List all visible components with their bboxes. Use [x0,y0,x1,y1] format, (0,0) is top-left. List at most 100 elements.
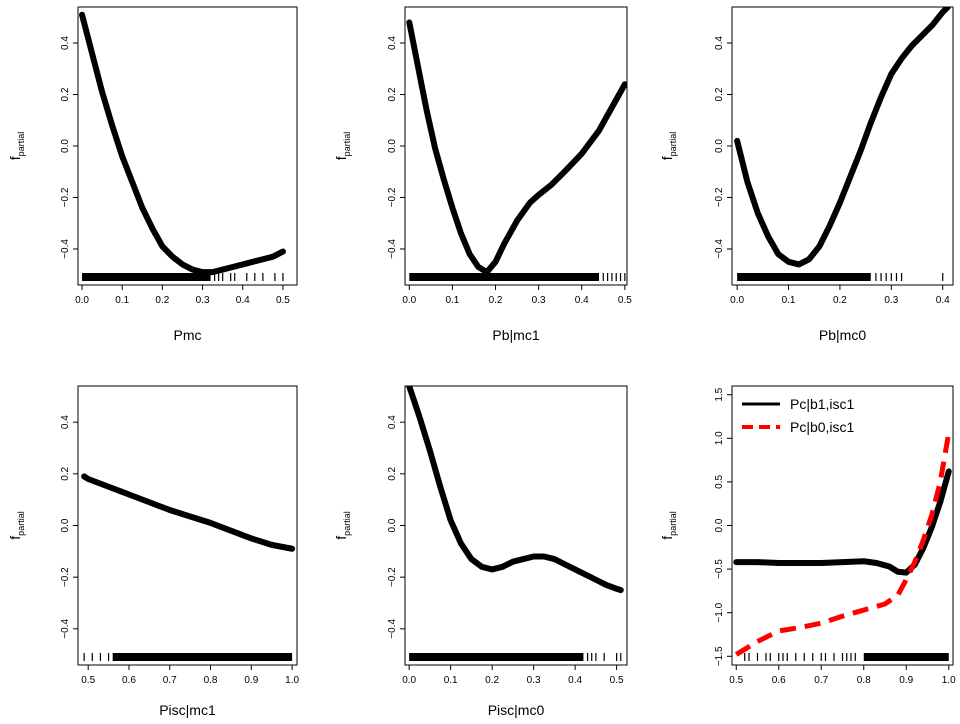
x-tick-label: 0.5 [729,675,743,686]
x-tick-label: 0.6 [772,675,786,686]
x-tick-label: 1.0 [285,675,299,686]
y-axis-label-main: f [7,156,23,160]
y-axis-label-main: f [659,156,675,160]
x-tick-label: 0.7 [814,675,828,686]
y-axis-label-sub: partial [668,511,678,536]
x-tick-label: 0.2 [155,295,169,306]
y-tick-label: −1.5 [714,646,725,666]
y-tick-label: −0.2 [387,567,398,587]
plot-frame [404,385,628,666]
x-tick-label: 0.5 [81,675,95,686]
y-axis-label-main: f [7,536,23,540]
y-axis-label-sub: partial [16,511,26,536]
y-tick-label: 0.0 [387,518,398,532]
y-axis-label-main: f [659,536,675,540]
x-tick-label: 0.5 [610,675,624,686]
y-tick-label: −0.4 [714,239,725,259]
y-tick-label: 0.0 [60,139,71,153]
y-axis-label: fpartial [333,511,352,539]
rug-band [409,273,599,281]
y-axis-label-sub: partial [342,511,352,536]
y-axis-label-main: f [333,536,349,540]
x-tick-label: 0.6 [122,675,136,686]
series-line-1 [406,386,624,594]
x-axis-label: Pb|mc0 [819,327,866,343]
legend-label-1: Pc|b1,isc1 [790,396,855,412]
x-tick-label: 0.1 [782,295,796,306]
x-tick-label: 0.8 [204,675,218,686]
x-tick-label: 0.1 [445,295,459,306]
x-tick-label: 0.7 [163,675,177,686]
y-tick-label: −0.2 [60,187,71,207]
x-axis-label: Pmc [174,327,202,343]
y-tick-label: −0.4 [60,239,71,259]
y-axis-label-main: f [333,156,349,160]
rug-band [112,653,293,661]
y-axis-label: fpartial [659,511,678,539]
x-tick-label: 1.0 [942,675,956,686]
rug-band [737,273,871,281]
y-tick-label: 0.4 [60,36,71,50]
y-tick-label: −0.2 [387,187,398,207]
x-axis-label: Pisc|mc1 [159,702,216,718]
y-tick-label: 0.4 [387,415,398,429]
panel-2: 0.0 0.1 0.2 0.3 0.4 0.5 −0.4 −0.2 0.0 0.2 0.4 Pb|mc… [333,6,632,343]
y-axis-label: fpartial [7,511,26,539]
x-tick-label: 0.4 [575,295,589,306]
series-line-2 [734,432,952,657]
y-axis-label: fpartial [7,132,26,160]
panel-1: 0.0 0.1 0.2 0.3 0.4 0.5 −0.4 −0.2 0.0 0.2 0.4 Pmc fp… [7,6,298,343]
x-axis-label: Pisc|mc0 [488,702,545,718]
x-tick-label: 0.3 [527,675,541,686]
y-tick-label: −1.0 [714,602,725,622]
y-tick-label: −0.5 [714,559,725,579]
y-tick-label: 0.2 [60,87,71,101]
x-tick-label: 0.5 [276,295,290,306]
plot-frame [404,6,628,286]
series-line-1 [81,473,296,552]
y-tick-label: 0.2 [60,466,71,480]
y-tick-label: 0.0 [387,139,398,153]
y-axis-label-sub: partial [16,132,26,157]
plot-frame [731,6,954,286]
x-axis-label: Pb|mc1 [492,327,539,343]
y-tick-label: −0.4 [387,239,398,259]
x-tick-label: 0.5 [618,295,632,306]
series-line-1 [406,19,627,276]
x-tick-label: 0.2 [485,675,499,686]
y-tick-label: 0.0 [714,518,725,532]
y-axis-label-sub: partial [668,132,678,157]
y-tick-label: 1.5 [714,387,725,401]
x-tick-label: 0.0 [75,295,89,306]
x-tick-label: 0.9 [244,675,258,686]
y-tick-label: 0.0 [60,518,71,532]
plot-frame [77,385,298,666]
x-tick-label: 0.0 [402,295,416,306]
x-tick-label: 0.3 [884,295,898,306]
series-line-1 [733,468,952,576]
x-tick-label: 0.4 [236,295,250,306]
series-line-1 [79,11,286,276]
x-tick-label: 0.1 [444,675,458,686]
plot-frame [77,6,298,286]
x-tick-label: 0.3 [532,295,546,306]
x-tick-label: 0.4 [568,675,582,686]
x-tick-label: 0.3 [196,295,210,306]
y-axis-label: fpartial [333,132,352,160]
y-tick-label: 0.4 [60,415,71,429]
rug-band [863,653,949,661]
panel-3: 0.0 0.1 0.2 0.3 0.4 −0.4 −0.2 0.0 0.2 0.4 Pb|mc0 fp… [659,6,954,343]
x-tick-label: 0.8 [857,675,871,686]
series-line-1 [734,7,951,268]
y-tick-label: 0.0 [714,139,725,153]
y-axis-label: fpartial [659,132,678,160]
x-tick-label: 0.2 [833,295,847,306]
legend-label-2: Pc|b0,isc1 [790,419,855,435]
x-tick-label: 0.9 [899,675,913,686]
y-tick-label: 0.4 [714,36,725,50]
y-tick-label: 0.2 [714,87,725,101]
x-tick-label: 0.2 [489,295,503,306]
rug-band [82,273,211,281]
x-tick-label: 0.4 [936,295,950,306]
